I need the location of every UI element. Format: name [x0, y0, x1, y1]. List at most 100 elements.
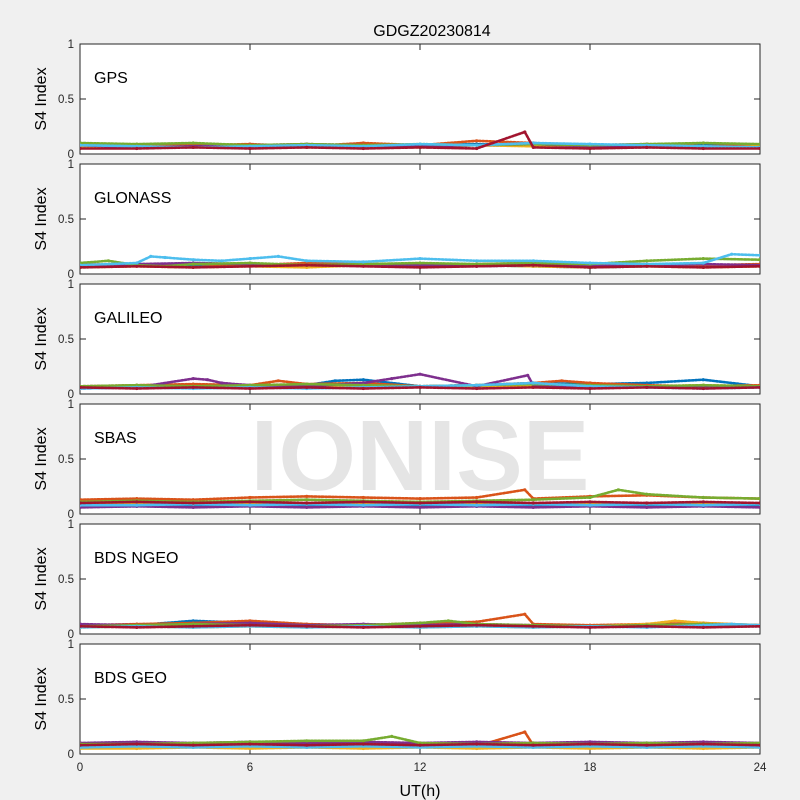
data-point [191, 743, 195, 747]
data-point [305, 505, 309, 509]
series-line [80, 252, 760, 267]
data-point [758, 258, 760, 262]
series-line [80, 130, 760, 150]
data-point [80, 624, 82, 628]
data-point [361, 264, 365, 268]
data-point [135, 383, 139, 387]
x-axis-label: UT(h) [400, 783, 441, 800]
data-point [248, 144, 252, 148]
data-point [418, 743, 422, 747]
data-point [305, 265, 309, 269]
y-tick-label: 0 [68, 509, 74, 521]
data-point [248, 500, 252, 504]
data-point [248, 746, 252, 751]
data-point [390, 734, 394, 739]
data-point [361, 383, 365, 387]
data-point [645, 501, 649, 505]
data-point [248, 619, 252, 623]
data-point [475, 259, 479, 263]
data-point [531, 261, 535, 265]
data-point [305, 385, 309, 389]
data-point [80, 265, 82, 269]
data-point [475, 495, 479, 500]
y-tick-label: 1 [68, 159, 74, 171]
data-point [361, 744, 365, 748]
data-point [531, 624, 535, 628]
data-point [588, 142, 592, 146]
data-point [475, 143, 479, 147]
data-point [645, 264, 649, 268]
data-point [80, 146, 82, 151]
y-axis-label: S4 Index [33, 667, 50, 730]
data-point [305, 498, 309, 502]
data-point [248, 623, 252, 627]
data-point [361, 262, 365, 266]
data-point [588, 381, 592, 385]
data-point [701, 257, 705, 261]
data-point [531, 501, 535, 505]
y-tick-label: 0 [68, 269, 74, 281]
data-point [418, 145, 422, 149]
data-point [361, 141, 365, 145]
data-point [80, 385, 82, 389]
data-point [701, 740, 705, 744]
data-point [135, 503, 139, 507]
data-point [361, 495, 365, 500]
panel-0: 0 0.5 1 S4 Index GPS [33, 39, 761, 161]
panel-1: 0 0.5 1 S4 Index GLONASS [33, 159, 761, 281]
data-point [418, 745, 422, 750]
data-point [305, 143, 309, 147]
data-point [475, 264, 479, 268]
data-point [758, 253, 760, 257]
data-point [730, 252, 734, 256]
data-point [701, 141, 705, 145]
data-point [701, 746, 705, 751]
data-point [305, 261, 309, 265]
data-point [361, 503, 365, 507]
y-tick-label: 0 [68, 389, 74, 401]
data-point [248, 386, 252, 391]
data-point [276, 254, 280, 258]
data-point [645, 505, 649, 509]
panel-axes-box [79, 43, 761, 155]
panel-label: BDS NGEO [94, 550, 178, 567]
series-group [80, 488, 760, 509]
data-point [80, 501, 82, 505]
data-point [220, 259, 224, 263]
x-tick-label: 24 [754, 762, 767, 774]
x-tick-label: 12 [414, 762, 427, 774]
panel-axes-box [79, 163, 761, 275]
data-point [191, 622, 195, 626]
data-point [616, 488, 620, 492]
data-point [701, 144, 705, 148]
data-point [248, 257, 252, 261]
data-point [135, 144, 139, 148]
data-point [730, 622, 734, 626]
data-point [361, 386, 365, 391]
data-point [531, 745, 535, 750]
series-group [80, 730, 760, 751]
data-point [475, 744, 479, 748]
data-point [135, 625, 139, 630]
data-point [361, 378, 365, 382]
data-point [645, 143, 649, 147]
data-point [305, 745, 309, 750]
data-point [523, 130, 527, 134]
data-point [531, 505, 535, 509]
data-point [205, 378, 210, 382]
data-point [305, 382, 309, 386]
data-point [248, 146, 252, 151]
watermark-text: IONISE [251, 400, 590, 512]
data-point [645, 624, 649, 628]
y-tick-label: 1 [68, 279, 74, 291]
data-point [588, 386, 592, 391]
data-point [758, 385, 760, 389]
data-point [701, 265, 705, 269]
data-point [701, 261, 705, 265]
data-point [560, 379, 564, 383]
data-point [191, 624, 195, 628]
data-point [701, 625, 705, 630]
data-point [418, 263, 422, 267]
data-point [191, 382, 195, 386]
data-point [191, 501, 195, 505]
